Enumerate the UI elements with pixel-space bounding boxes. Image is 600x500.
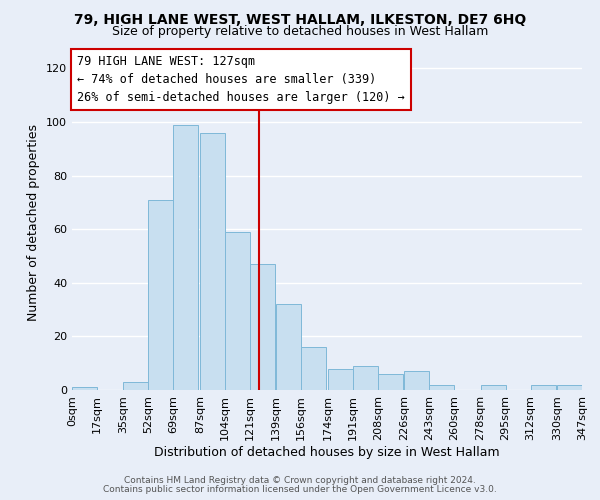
- Bar: [200, 132, 225, 390]
- Bar: [250, 264, 275, 390]
- Bar: [404, 371, 429, 390]
- Bar: [557, 384, 582, 390]
- Text: Contains public sector information licensed under the Open Government Licence v3: Contains public sector information licen…: [103, 485, 497, 494]
- Text: Size of property relative to detached houses in West Hallam: Size of property relative to detached ho…: [112, 25, 488, 38]
- Bar: [72, 388, 97, 390]
- Text: 79, HIGH LANE WEST, WEST HALLAM, ILKESTON, DE7 6HQ: 79, HIGH LANE WEST, WEST HALLAM, ILKESTO…: [74, 12, 526, 26]
- X-axis label: Distribution of detached houses by size in West Hallam: Distribution of detached houses by size …: [154, 446, 500, 458]
- Text: 79 HIGH LANE WEST: 127sqm
← 74% of detached houses are smaller (339)
26% of semi: 79 HIGH LANE WEST: 127sqm ← 74% of detac…: [77, 55, 405, 104]
- Y-axis label: Number of detached properties: Number of detached properties: [28, 124, 40, 321]
- Bar: [353, 366, 378, 390]
- Bar: [328, 368, 353, 390]
- Bar: [378, 374, 403, 390]
- Bar: [429, 384, 454, 390]
- Text: Contains HM Land Registry data © Crown copyright and database right 2024.: Contains HM Land Registry data © Crown c…: [124, 476, 476, 485]
- Bar: [225, 232, 250, 390]
- Bar: [481, 384, 506, 390]
- Bar: [530, 384, 556, 390]
- Bar: [276, 304, 301, 390]
- Bar: [124, 382, 148, 390]
- Bar: [301, 347, 326, 390]
- Bar: [148, 200, 173, 390]
- Bar: [173, 124, 199, 390]
